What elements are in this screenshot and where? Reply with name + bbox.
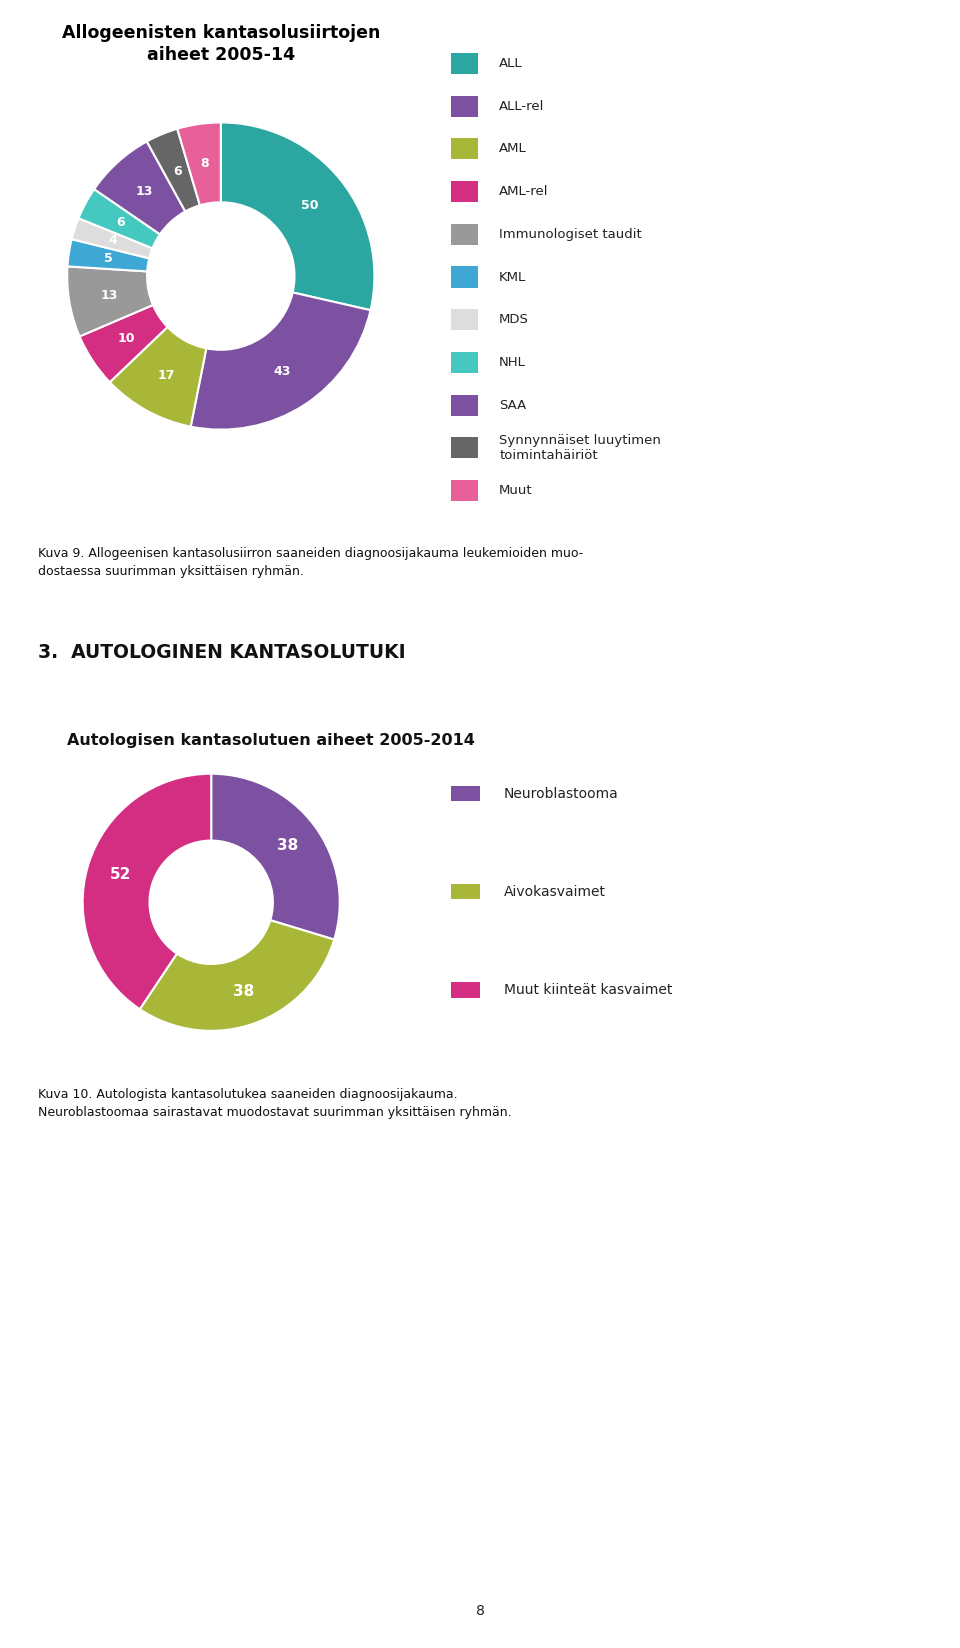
FancyBboxPatch shape xyxy=(451,181,478,203)
Text: 8: 8 xyxy=(475,1605,485,1618)
Wedge shape xyxy=(94,142,185,234)
FancyBboxPatch shape xyxy=(451,267,478,288)
Text: 43: 43 xyxy=(274,364,291,377)
FancyBboxPatch shape xyxy=(451,53,478,74)
FancyBboxPatch shape xyxy=(451,480,478,501)
Text: ALL-rel: ALL-rel xyxy=(499,101,544,112)
FancyBboxPatch shape xyxy=(451,437,478,458)
Wedge shape xyxy=(72,218,153,259)
FancyBboxPatch shape xyxy=(451,982,480,997)
Wedge shape xyxy=(80,305,167,382)
Wedge shape xyxy=(67,239,149,272)
Text: Autologisen kantasolutuen aiheet 2005-2014: Autologisen kantasolutuen aiheet 2005-20… xyxy=(67,733,475,748)
Text: 4: 4 xyxy=(108,234,117,247)
Wedge shape xyxy=(79,190,160,249)
Text: 13: 13 xyxy=(135,185,154,198)
FancyBboxPatch shape xyxy=(451,394,478,415)
Text: Kuva 10. Autologista kantasolutukea saaneiden diagnoosijakauma.
Neuroblastoomaa : Kuva 10. Autologista kantasolutukea saan… xyxy=(38,1088,512,1119)
FancyBboxPatch shape xyxy=(451,96,478,117)
Text: 3.  AUTOLOGINEN KANTASOLUTUKI: 3. AUTOLOGINEN KANTASOLUTUKI xyxy=(38,643,406,662)
FancyBboxPatch shape xyxy=(451,224,478,246)
Wedge shape xyxy=(109,326,206,427)
Wedge shape xyxy=(147,129,200,211)
FancyBboxPatch shape xyxy=(451,353,478,372)
Text: Muut: Muut xyxy=(499,485,533,498)
FancyBboxPatch shape xyxy=(451,310,478,330)
Text: 17: 17 xyxy=(157,369,175,382)
Text: 10: 10 xyxy=(117,333,134,344)
Text: Aivokasvaimet: Aivokasvaimet xyxy=(504,885,606,898)
Title: Allogeenisten kantasolusiirtojen
aiheet 2005-14: Allogeenisten kantasolusiirtojen aiheet … xyxy=(61,25,380,64)
Text: Neuroblastooma: Neuroblastooma xyxy=(504,786,619,801)
Wedge shape xyxy=(221,122,374,310)
Wedge shape xyxy=(140,920,334,1030)
Text: 52: 52 xyxy=(109,867,131,882)
Text: 38: 38 xyxy=(277,839,299,854)
Text: Kuva 9. Allogeenisen kantasolusiirron saaneiden diagnoosijakauma leukemioiden mu: Kuva 9. Allogeenisen kantasolusiirron sa… xyxy=(38,547,584,578)
Text: 6: 6 xyxy=(173,165,181,178)
Text: 38: 38 xyxy=(232,984,253,999)
FancyBboxPatch shape xyxy=(451,786,480,801)
Wedge shape xyxy=(211,773,340,939)
Text: Synnynnäiset luuytimen
toimintahäiriöt: Synnynnäiset luuytimen toimintahäiriöt xyxy=(499,433,661,461)
FancyBboxPatch shape xyxy=(451,138,478,160)
Text: AML-rel: AML-rel xyxy=(499,185,549,198)
Text: Muut kiinteät kasvaimet: Muut kiinteät kasvaimet xyxy=(504,982,672,997)
Text: Immunologiset taudit: Immunologiset taudit xyxy=(499,227,642,241)
Text: MDS: MDS xyxy=(499,313,529,326)
Text: SAA: SAA xyxy=(499,399,526,412)
FancyBboxPatch shape xyxy=(451,883,480,900)
Text: 13: 13 xyxy=(100,288,117,302)
Wedge shape xyxy=(191,292,371,430)
Text: ALL: ALL xyxy=(499,58,523,69)
Wedge shape xyxy=(67,267,153,336)
Text: 8: 8 xyxy=(201,157,209,170)
Text: 6: 6 xyxy=(116,216,125,229)
Wedge shape xyxy=(178,122,221,206)
Text: NHL: NHL xyxy=(499,356,526,369)
Text: KML: KML xyxy=(499,270,526,283)
Text: 5: 5 xyxy=(104,252,113,265)
Text: 50: 50 xyxy=(300,199,319,211)
Text: AML: AML xyxy=(499,142,527,155)
Wedge shape xyxy=(83,773,211,1009)
